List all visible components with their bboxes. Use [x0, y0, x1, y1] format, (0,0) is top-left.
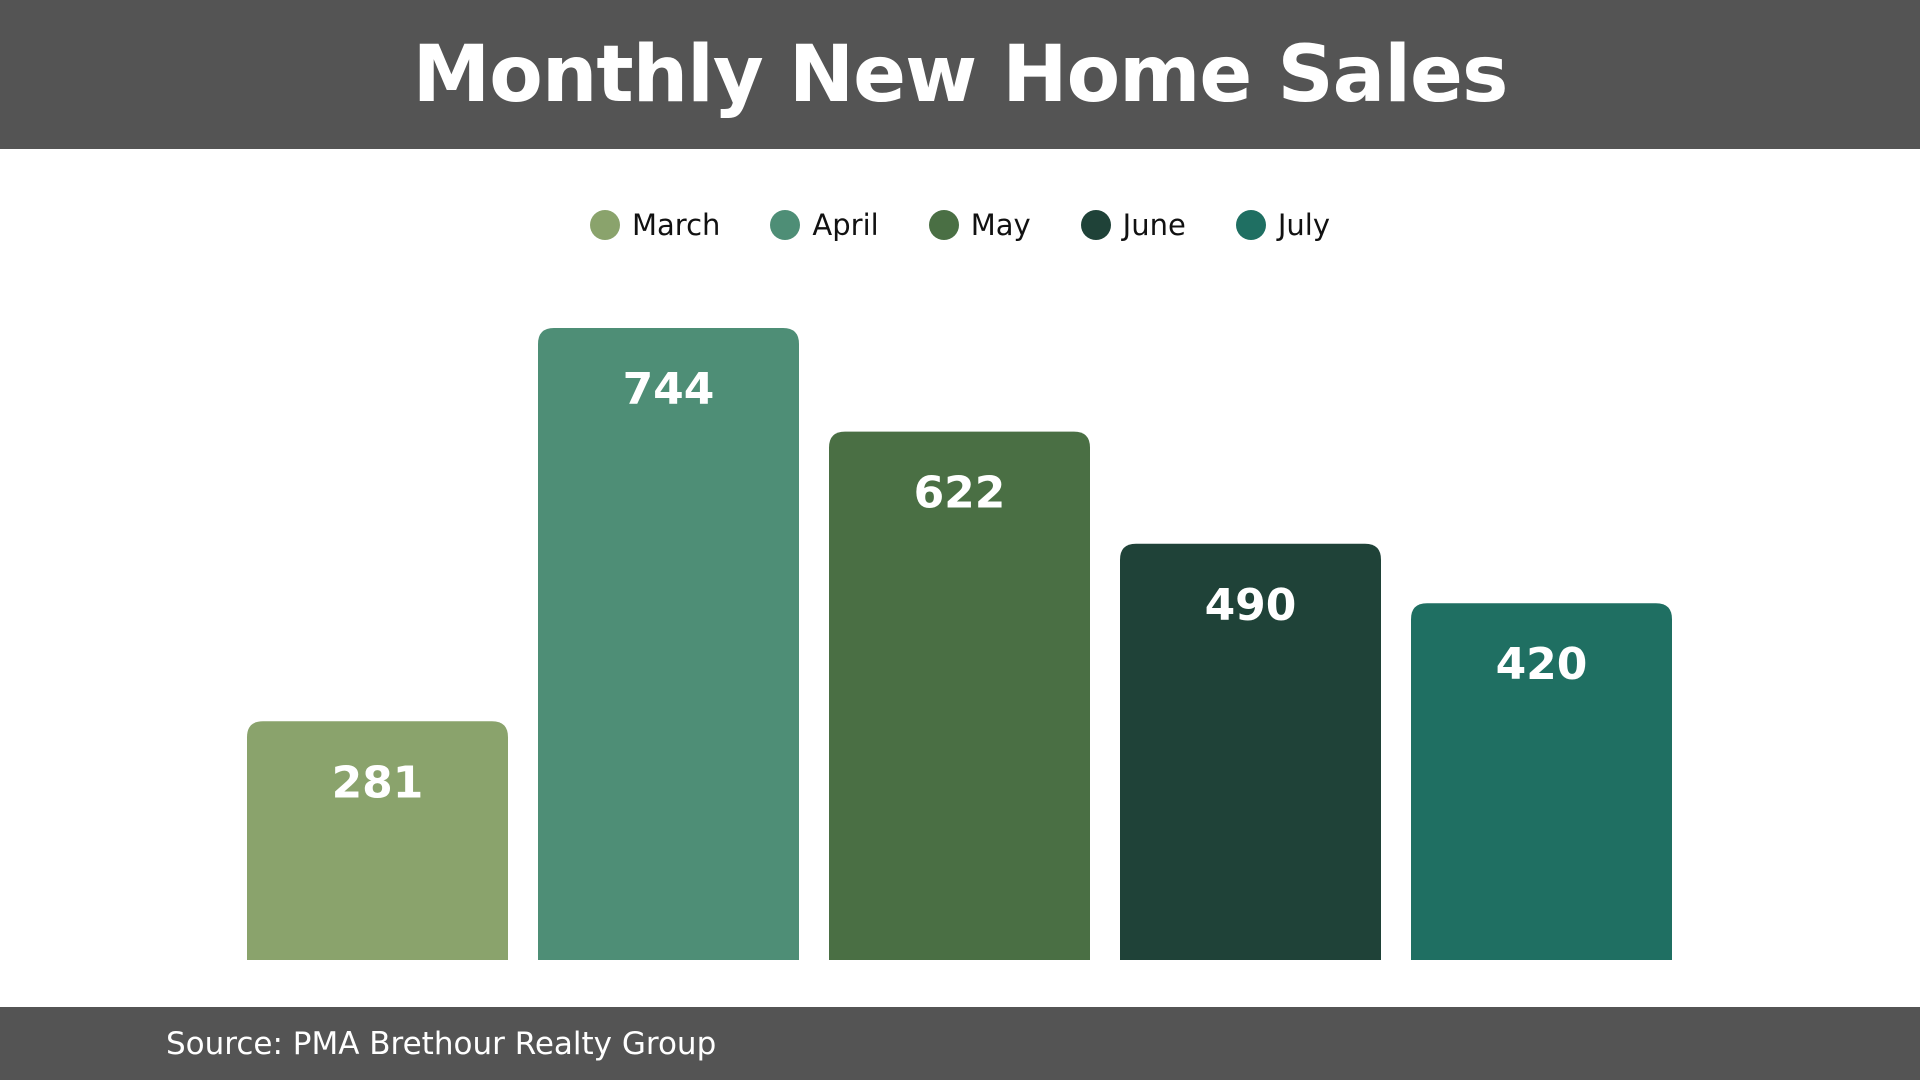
data-label-april: 744 [623, 364, 715, 415]
legend-item-may: May [928, 208, 1031, 242]
title-banner: Monthly New Home Sales [0, 0, 1920, 149]
legend-swatch [1235, 210, 1266, 240]
legend-swatch [770, 210, 801, 240]
legend-swatch [590, 210, 620, 240]
bar-may [829, 431, 1090, 960]
data-label-march: 281 [332, 757, 424, 808]
legend-label: April [812, 208, 879, 242]
legend-item-july: July [1235, 208, 1330, 242]
chart-title: Monthly New Home Sales [412, 29, 1509, 120]
legend-item-april: April [770, 208, 879, 242]
bar-june [1120, 543, 1381, 960]
data-label-july: 420 [1496, 639, 1588, 690]
data-label-may: 622 [914, 468, 1006, 519]
source-banner: Source: PMA Brethour Realty Group [0, 1007, 1920, 1080]
legend-item-june: June [1080, 208, 1186, 242]
bar-april [538, 328, 799, 960]
bar-march [247, 721, 508, 960]
legend-label: June [1122, 208, 1186, 242]
chart-legend: March April May June July [0, 204, 1920, 246]
legend-swatch [1080, 210, 1111, 240]
legend-label: July [1277, 208, 1330, 242]
legend-label: March [632, 208, 721, 242]
source-note: Source: PMA Brethour Realty Group [166, 1025, 717, 1062]
legend-item-march: March [590, 208, 720, 242]
legend-label: May [970, 208, 1031, 242]
data-label-june: 490 [1205, 580, 1297, 631]
legend-swatch [928, 210, 959, 240]
bar-july [1411, 603, 1672, 960]
